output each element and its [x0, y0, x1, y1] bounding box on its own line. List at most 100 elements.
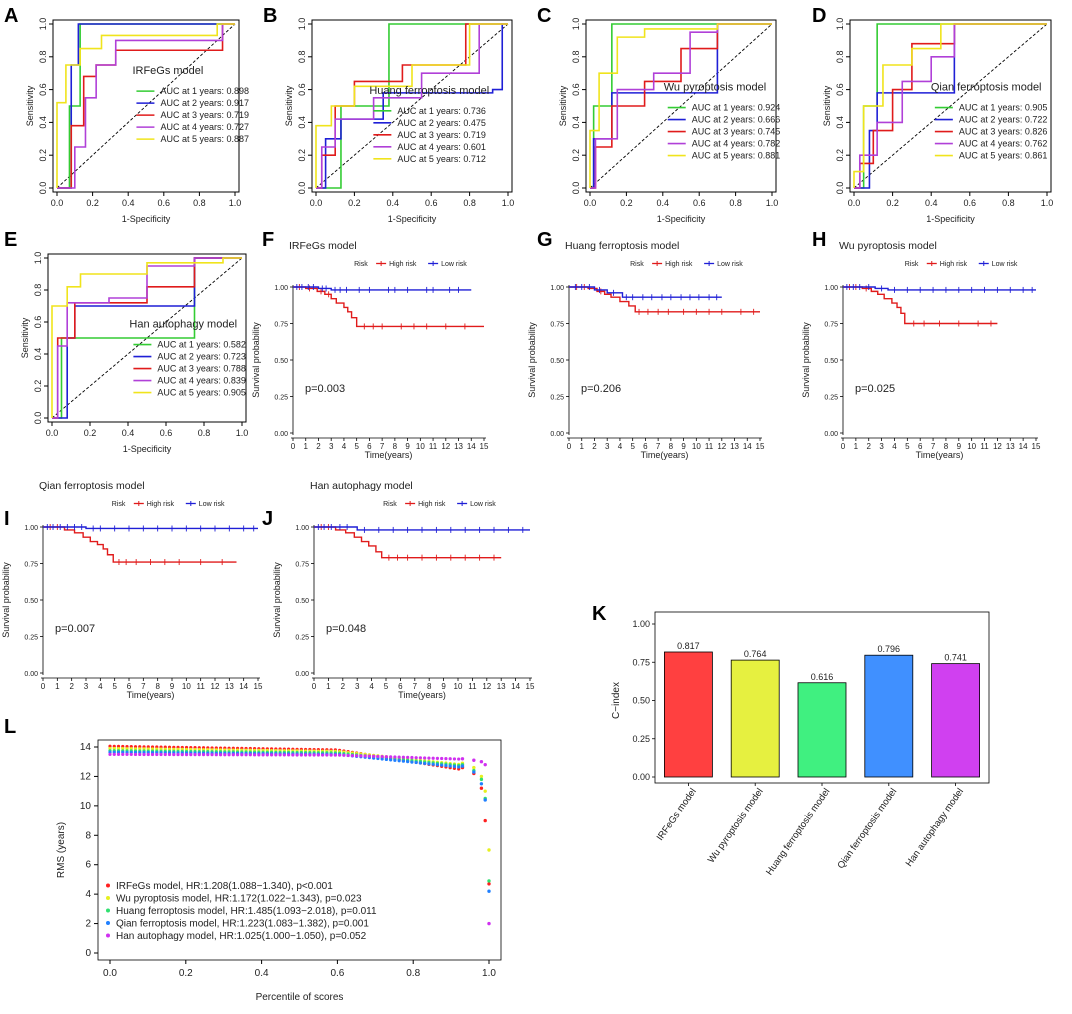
legend-dot [106, 921, 110, 925]
x-tick-label: 9 [957, 442, 962, 451]
x-tick-label: 14 [743, 442, 752, 451]
rms-point [210, 753, 214, 757]
y-tick-label: 4 [85, 889, 91, 900]
x-tick-label: 10 [182, 682, 191, 691]
roc-curve-5-years [853, 23, 1047, 188]
rms-point [384, 755, 388, 759]
rms-point [427, 762, 431, 766]
x-tick-label: 0.6 [160, 428, 173, 438]
y-tick-label: 0.00 [295, 671, 309, 678]
y-axis-label: C−index [611, 682, 622, 719]
survival-curve-low-risk [293, 286, 472, 291]
p-value: p=0.048 [326, 623, 366, 635]
y-tick-label: 1.00 [824, 285, 838, 292]
km-panel-G: 0 1 2 3 4 5 6 7 8 9 10 11 12 13 14 150.000.250.500.751.… [527, 240, 765, 460]
legend-label: AUC at 5 years: 0.712 [397, 154, 486, 164]
x-tick-label: 0.6 [330, 968, 344, 979]
rms-point [286, 753, 291, 757]
rms-point [261, 753, 265, 757]
y-tick-label: 0.2 [297, 149, 307, 162]
plot-frame [52, 19, 240, 193]
legend-label: High risk [940, 261, 968, 268]
x-tick-label: 0.6 [425, 198, 438, 208]
y-tick-label: 0.50 [632, 696, 650, 706]
model-title: IRFeGs model [289, 240, 357, 252]
y-tick-label: 0 [85, 948, 91, 959]
x-tick-label: 0.4 [122, 198, 135, 208]
rms-point [487, 848, 491, 852]
x-tick-label: 7 [141, 682, 146, 691]
rms-point [108, 744, 112, 748]
rms-point [329, 753, 333, 757]
y-tick-label: 0.75 [274, 322, 288, 329]
y-tick-label: 0.4 [33, 348, 43, 361]
rms-point [363, 754, 367, 758]
legend-dot [106, 933, 110, 938]
panel-letter-K: K [592, 603, 607, 625]
rms-point [189, 753, 193, 757]
x-tick-label: 3 [84, 682, 89, 691]
legend-label: AUC at 2 years: 0.666 [692, 115, 781, 125]
x-tick-label: 3 [879, 442, 884, 451]
roc-curve-5-years [56, 23, 235, 188]
rms-point [423, 756, 427, 760]
y-tick-label: 0.75 [824, 322, 838, 329]
rms-point [108, 746, 112, 751]
rms-point [431, 762, 435, 766]
rms-point [380, 757, 384, 761]
y-tick-label: 0.4 [571, 116, 581, 129]
rms-point [112, 752, 116, 756]
roc-curve-1-years [316, 23, 508, 189]
p-value: p=0.003 [305, 383, 345, 395]
rms-point [448, 757, 452, 761]
model-title: Wu pyroptosis model [839, 240, 937, 252]
rms-point [333, 753, 337, 757]
legend-label: AUC at 5 years: 0.905 [157, 388, 246, 398]
legend-label: Low risk [441, 261, 467, 268]
x-tick-label: Han autophagy model [904, 786, 966, 868]
x-tick-label: 11 [705, 442, 714, 451]
x-tick-label: 11 [197, 682, 206, 691]
y-tick-label: 1.0 [33, 252, 43, 265]
rms-point [427, 756, 431, 760]
x-tick-label: 14 [1019, 442, 1028, 451]
x-tick-label: 1 [854, 442, 859, 451]
y-tick-label: 12 [80, 771, 92, 782]
bar-panel-K: 0.00 0.25 0.50 0.75 1.00 C−index 0.817 IRFeGs m… [611, 611, 990, 878]
rms-point [316, 753, 320, 757]
x-tick-label: 7 [380, 442, 385, 451]
rms-point [227, 753, 231, 757]
y-tick-label: 0.4 [297, 116, 307, 129]
bar-value-label: 0.817 [677, 641, 700, 651]
x-tick-label: 0.8 [463, 198, 476, 208]
x-tick-label: 15 [1032, 442, 1041, 451]
y-tick-label: 2 [85, 919, 91, 930]
rms-point [479, 786, 484, 790]
y-tick-label: 0.25 [550, 395, 564, 402]
legend-label: High risk [389, 261, 417, 268]
y-axis-label: Sensitivity [25, 85, 35, 126]
x-axis-label: 1-Specificity [657, 214, 706, 224]
x-tick-label: 6 [643, 442, 648, 451]
y-tick-label: 1.00 [295, 525, 309, 532]
y-tick-label: 0.00 [274, 431, 288, 438]
panel-letter-E: E [4, 229, 17, 251]
roc-panel-D: 0.00.0 0.2 0.2 0.4 0.4 0.6 0.6 0.8 0.8 1.0 1.0 1-Sp… [822, 18, 1053, 224]
reference-diagonal [56, 23, 236, 189]
x-tick-label: 0.8 [729, 198, 742, 208]
x-tick-label: 0.4 [255, 968, 269, 979]
survival-curve-high-risk [569, 286, 760, 313]
panel-letter-A: A [4, 5, 18, 27]
x-tick-label: 13 [454, 442, 463, 451]
rms-point [487, 889, 491, 893]
x-axis-label: Percentile of scores [256, 992, 344, 1003]
x-tick-label: 6 [398, 682, 403, 691]
bar-value-label: 0.741 [944, 653, 967, 663]
rms-point [206, 753, 210, 757]
rms-point [176, 752, 180, 757]
y-tick-label: 1.0 [571, 18, 581, 31]
x-tick-label: 0 [841, 442, 846, 451]
x-tick-label: 3 [329, 442, 334, 451]
x-tick-label: 0.8 [1002, 198, 1015, 208]
rms-point [167, 752, 172, 757]
